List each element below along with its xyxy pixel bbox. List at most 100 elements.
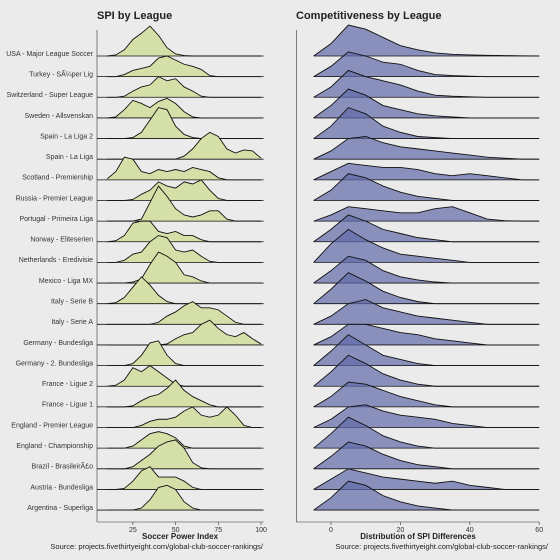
y-tick-label: France - Ligue 2 xyxy=(42,381,93,388)
ridge-area xyxy=(313,51,540,77)
ridge-area xyxy=(107,157,262,180)
ridge-line xyxy=(313,334,540,367)
ridge-line xyxy=(313,214,540,243)
ridge-line xyxy=(107,340,262,367)
ridge-line xyxy=(107,25,262,57)
ridge-line xyxy=(107,251,262,284)
ridge-area xyxy=(107,485,262,511)
y-tick-label: Italy - Serie A xyxy=(51,319,93,326)
ridge-line xyxy=(313,381,540,408)
y-tick-label: Scotland - Premiership xyxy=(22,175,93,182)
ridge-area xyxy=(313,256,540,284)
y-tick-label: France - Ligue 1 xyxy=(42,402,93,409)
ridge-area xyxy=(313,163,540,180)
ridge-area xyxy=(107,132,262,160)
y-tick-label: Argentina - Superliga xyxy=(27,505,93,512)
ridge-line xyxy=(107,235,262,263)
y-tick-label: Switzerland - Super League xyxy=(7,92,93,99)
ridge-line xyxy=(313,404,540,428)
ridge-area xyxy=(313,382,540,407)
ridge-area xyxy=(313,272,540,304)
ridge-area xyxy=(107,252,262,284)
ridge-area xyxy=(107,406,262,428)
ridge-area xyxy=(313,136,540,160)
ridge-area xyxy=(313,468,540,490)
ridge-area xyxy=(107,466,262,490)
y-tick-label: Russia - Premier League xyxy=(16,195,94,202)
ridge-area xyxy=(107,179,262,201)
ridge-line xyxy=(313,88,540,119)
ridge-area xyxy=(313,404,540,428)
ridge-line xyxy=(313,173,540,201)
ridge-area xyxy=(313,70,540,98)
ridge-area xyxy=(107,365,262,387)
ridge-line xyxy=(107,431,262,449)
ridge-area xyxy=(107,186,262,222)
ridge-area xyxy=(313,173,540,201)
ridge-line xyxy=(107,439,262,470)
ridge-line xyxy=(107,107,262,140)
ridge-line xyxy=(107,466,262,490)
y-tick-label: Austria - Bundesliga xyxy=(30,484,93,491)
x-tick-label: 50 xyxy=(172,527,180,534)
ridge-area xyxy=(107,320,262,345)
ridge-area xyxy=(313,355,540,387)
ridge-line xyxy=(313,162,540,181)
ridge-line xyxy=(313,24,540,57)
ridge-line xyxy=(313,299,540,325)
ridge-line xyxy=(313,416,540,449)
x-axis-label: Distribution of SPI Differences xyxy=(360,532,476,541)
ridge-area xyxy=(107,235,262,263)
ridge-area xyxy=(313,229,540,263)
ridge-line xyxy=(106,156,262,181)
y-tick-label: Brazil - BrasileirÃ£o xyxy=(32,462,94,471)
ridge-line xyxy=(313,69,540,98)
y-tick-label: England - Premier League xyxy=(11,422,93,429)
source-caption: Source: projects.fivethirtyeight.com/glo… xyxy=(335,542,549,551)
ridge-area xyxy=(313,417,540,449)
x-tick-label: 20 xyxy=(397,527,405,534)
ridge-line xyxy=(107,406,262,428)
ridge-area xyxy=(313,206,540,222)
ridge-line xyxy=(107,97,262,119)
ridge-area xyxy=(107,340,262,366)
ridge-area xyxy=(313,107,540,139)
x-tick-label: 75 xyxy=(214,527,222,534)
ridge-area xyxy=(313,324,540,345)
ridge-area xyxy=(107,98,262,118)
ridge-area xyxy=(107,56,262,77)
ridge-area xyxy=(313,299,540,325)
ridge-line xyxy=(107,220,262,243)
ridge-line xyxy=(313,480,540,511)
ridge-line xyxy=(107,76,262,98)
y-tick-label: Norway - Eliteserien xyxy=(30,237,93,244)
ridge-line xyxy=(313,441,540,470)
x-tick-label: 40 xyxy=(466,527,474,534)
y-tick-label: Sweden - Allsvenskan xyxy=(25,113,94,120)
ridge-area xyxy=(107,276,262,304)
ridge-area xyxy=(107,221,262,242)
y-tick-label: Italy - Serie B xyxy=(51,299,93,306)
y-tick-label: Portugal - Primeira Liga xyxy=(19,216,93,223)
y-tick-label: Netherlands - Eredivisie xyxy=(19,257,93,264)
ridge-line xyxy=(313,468,540,490)
ridge-line xyxy=(107,55,262,78)
y-tick-label: Mexico - Liga MX xyxy=(39,278,93,285)
ridge-line xyxy=(107,319,262,346)
y-tick-label: Spain - La Liga xyxy=(46,154,93,161)
ridge-area xyxy=(107,380,262,407)
x-tick-label: 0 xyxy=(329,527,333,534)
ridge-line xyxy=(107,276,262,305)
y-tick-label: USA - Major League Soccer xyxy=(6,51,93,58)
x-axis-label: Soccer Power Index xyxy=(142,532,219,541)
ridge-area xyxy=(107,431,262,449)
ridge-line xyxy=(107,379,262,408)
ridge-area xyxy=(313,25,540,56)
ridge-line xyxy=(107,179,262,201)
ridge-area xyxy=(107,76,262,98)
ridge-line xyxy=(107,301,262,325)
ridge-line xyxy=(313,272,540,305)
ridge-line xyxy=(107,484,262,511)
ridge-line xyxy=(313,255,540,284)
